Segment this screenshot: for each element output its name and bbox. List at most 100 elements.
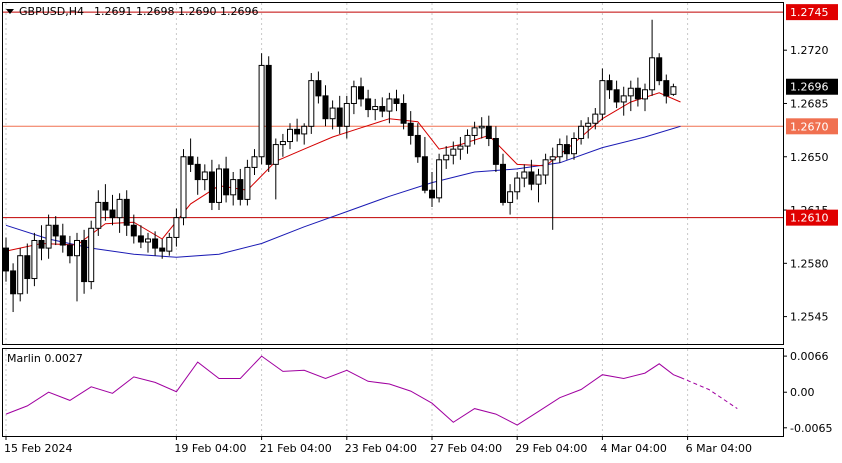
candles xyxy=(3,19,677,313)
fast-moving-average-line xyxy=(5,92,681,252)
current-price-box xyxy=(786,78,838,95)
bearish-candle-body xyxy=(265,64,272,165)
bearish-candle-body xyxy=(102,201,109,211)
bullish-candle-body xyxy=(166,236,173,252)
oscillator-tick-label: 0.00 xyxy=(790,386,815,399)
bullish-candle-body xyxy=(244,166,251,200)
time-tick-label: 4 Mar 04:00 xyxy=(600,442,666,455)
time-tick-label: 29 Feb 04:00 xyxy=(515,442,587,455)
bullish-candle-body xyxy=(443,154,450,161)
bullish-candle-body xyxy=(272,144,279,165)
bearish-candle-body xyxy=(500,163,506,203)
bullish-candle-body xyxy=(216,168,222,203)
time-tick-label: 6 Mar 04:00 xyxy=(686,442,752,455)
bullish-candle-body xyxy=(301,125,308,135)
grid-layer xyxy=(5,3,689,436)
bullish-candle-body xyxy=(230,179,237,196)
chart-menu-triangle-icon[interactable] xyxy=(6,9,14,14)
bearish-candle-body xyxy=(10,270,17,295)
time-tick-label: 21 Feb 04:00 xyxy=(260,442,332,455)
price-tick-label: 1.2580 xyxy=(790,257,829,270)
bearish-candle-body xyxy=(208,171,215,203)
bullish-candle-body xyxy=(31,239,38,280)
bullish-candle-body xyxy=(74,239,80,257)
time-tick-label: 19 Feb 04:00 xyxy=(174,442,246,455)
bullish-candle-body xyxy=(343,102,350,127)
level-label-box xyxy=(786,118,838,135)
bearish-candle-body xyxy=(223,168,230,196)
bullish-candle-body xyxy=(535,174,542,185)
bullish-candle-body xyxy=(45,224,52,249)
bearish-candle-body xyxy=(407,122,414,136)
bearish-candle-body xyxy=(81,239,88,283)
bearish-candle-body xyxy=(400,102,407,124)
bearish-candle-body xyxy=(365,98,372,111)
bullish-candle-body xyxy=(478,125,485,129)
time-tick-label: 23 Feb 04:00 xyxy=(345,442,417,455)
level-label-box xyxy=(786,209,838,226)
bullish-candle-body xyxy=(88,227,95,283)
bullish-candle-body xyxy=(521,171,528,179)
indicator-pane-frame xyxy=(2,348,784,437)
bearish-candle-body xyxy=(379,106,386,112)
bullish-candle-body xyxy=(95,201,102,229)
level-label: 1.2670 xyxy=(790,120,829,133)
bearish-candle-body xyxy=(315,80,322,97)
bearish-candle-body xyxy=(663,80,670,97)
bearish-candle-body xyxy=(123,198,130,226)
bearish-candle-body xyxy=(421,156,428,191)
bullish-candle-body xyxy=(592,113,599,124)
bearish-candle-body xyxy=(24,255,31,280)
indicator-label: Marlin 0.0027 xyxy=(7,352,83,365)
symbol-label: GBPUSD,H4 xyxy=(19,5,84,18)
bearish-candle-body xyxy=(237,179,244,200)
bearish-candle-body xyxy=(656,57,663,82)
bearish-candle-body xyxy=(485,125,492,139)
bullish-candle-body xyxy=(556,144,563,158)
bearish-candle-body xyxy=(414,134,421,158)
bearish-candle-body xyxy=(336,107,343,127)
current-price-label: 1.2696 xyxy=(790,81,829,94)
price-tick-label: 1.2685 xyxy=(790,97,829,110)
bullish-candle-body xyxy=(578,125,585,139)
level-lines xyxy=(3,11,783,219)
bullish-candle-body xyxy=(464,134,471,147)
bullish-candle-body xyxy=(549,156,556,161)
bullish-candle-body xyxy=(201,171,208,181)
price-tick-label: 1.2545 xyxy=(790,311,829,324)
bullish-candle-body xyxy=(585,122,592,127)
bullish-candle-body xyxy=(542,159,549,176)
bullish-candle-body xyxy=(279,141,286,146)
oscillator-tick-label: 0.0066 xyxy=(790,350,829,363)
bullish-candle-body xyxy=(627,87,634,97)
ohlc-label: 1.2691 1.2698 1.2690 1.2696 xyxy=(94,5,258,18)
bullish-candle-body xyxy=(17,255,24,295)
bearish-candle-body xyxy=(492,137,499,165)
bearish-candle-body xyxy=(152,238,159,249)
bullish-candle-body xyxy=(116,198,123,219)
bullish-candle-body xyxy=(507,191,514,203)
bullish-candle-body xyxy=(450,148,457,156)
bullish-candle-body xyxy=(386,98,393,112)
bullish-candle-body xyxy=(649,57,656,91)
bullish-candle-body xyxy=(457,145,464,150)
time-tick-label: 15 Feb 2024 xyxy=(4,442,72,455)
marlin-oscillator xyxy=(5,355,738,426)
bullish-candle-body xyxy=(258,64,265,158)
bearish-candle-body xyxy=(528,171,535,185)
bullish-candle-body xyxy=(471,127,478,136)
marlin-line xyxy=(5,355,681,426)
bearish-candle-body xyxy=(613,89,620,103)
bullish-candle-body xyxy=(145,238,151,243)
level-label-box xyxy=(786,4,838,21)
bullish-candle-body xyxy=(287,128,293,143)
level-label: 1.2610 xyxy=(790,212,829,225)
bullish-candle-body xyxy=(670,86,677,95)
bearish-candle-body xyxy=(563,144,570,155)
bullish-candle-body xyxy=(372,106,379,111)
bullish-candle-body xyxy=(350,86,357,104)
bearish-candle-body xyxy=(130,224,137,237)
